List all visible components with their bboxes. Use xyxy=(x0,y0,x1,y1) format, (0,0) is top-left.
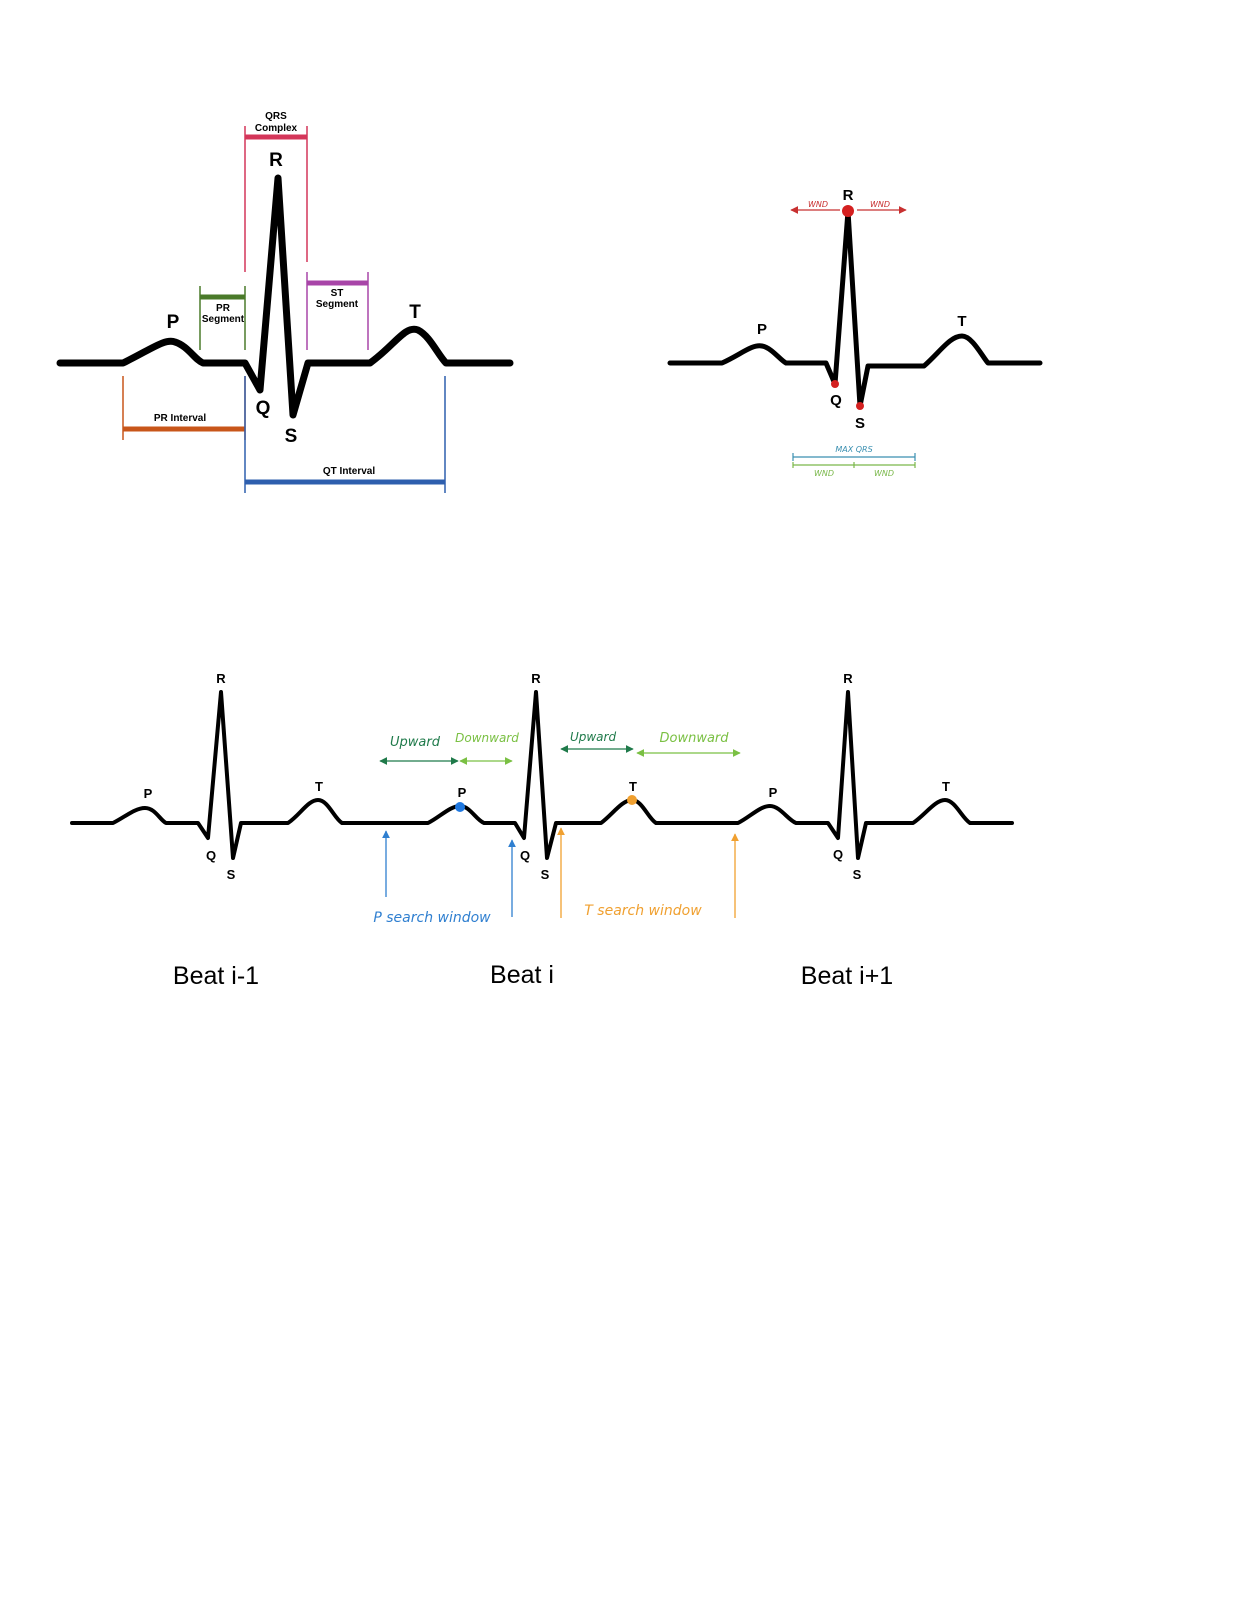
wnd-bottom-bracket xyxy=(792,462,916,468)
pr-segment-label-line1: PR xyxy=(216,303,231,314)
qrs-complex-marker xyxy=(244,126,308,272)
s-wave-label: S xyxy=(285,426,298,447)
r-label-2: R xyxy=(843,187,854,204)
t-search-window-label: T search window xyxy=(584,903,702,919)
beat1-q-label: Q xyxy=(206,848,216,863)
p-search-window-label: P search window xyxy=(373,910,491,926)
p-wave-label: P xyxy=(167,312,180,333)
s-label-2: S xyxy=(855,415,865,432)
beat1-t-label: T xyxy=(315,779,323,794)
s-point xyxy=(856,402,864,410)
downward-label-2: Downward xyxy=(659,731,729,746)
beat-caption-current: Beat i xyxy=(490,961,554,989)
wnd-bottom-left-label: WND xyxy=(814,469,834,478)
beat3-p-label: P xyxy=(769,785,778,800)
pr-interval-label: PR Interval xyxy=(154,413,206,424)
ecg-waveform xyxy=(56,174,514,419)
qrs-complex-label-line1: QRS xyxy=(265,111,287,122)
t-detected-point xyxy=(627,795,637,805)
beat1-p-label: P xyxy=(144,786,153,801)
beat1-r-label: R xyxy=(216,671,226,686)
r-wave-label: R xyxy=(269,150,283,171)
beat1-s-label: S xyxy=(227,867,236,882)
ecg-anatomy-diagram: QRS Complex R PR Segment ST Segment P T … xyxy=(56,111,514,493)
t-wave-label: T xyxy=(409,302,421,323)
ecg-waveform-3 xyxy=(70,690,1014,860)
q-wave-label: Q xyxy=(256,398,271,419)
beat2-r-label: R xyxy=(531,671,541,686)
st-segment-marker xyxy=(306,272,369,350)
p-label-2: P xyxy=(757,321,767,338)
beat-caption-next: Beat i+1 xyxy=(801,962,893,990)
beat-caption-prev: Beat i-1 xyxy=(173,962,259,990)
ecg-waveform-2 xyxy=(667,208,1043,409)
pr-interval-marker xyxy=(122,376,246,440)
max-qrs-bracket xyxy=(792,453,916,461)
upward-label-1: Upward xyxy=(390,735,441,750)
qt-interval-marker xyxy=(244,376,446,493)
upward-label-2: Upward xyxy=(570,730,617,744)
max-qrs-label: MAX QRS xyxy=(835,445,872,454)
pr-segment-marker xyxy=(199,286,246,350)
search-window-diagram: R P T Q S R P T Q S R P T Q S Upward Dow… xyxy=(70,671,1014,990)
downward-label-1: Downward xyxy=(455,731,519,745)
t-label-2: T xyxy=(957,313,966,330)
qrs-complex-label-line2: Complex xyxy=(255,123,298,134)
beat3-q-label: Q xyxy=(833,847,843,862)
st-segment-label-line1: ST xyxy=(331,288,344,299)
wnd-bottom-right-label: WND xyxy=(874,469,894,478)
beat2-q-label: Q xyxy=(520,848,530,863)
r-peak-point xyxy=(842,205,854,217)
st-segment-label-line2: Segment xyxy=(316,299,359,310)
beat3-t-label: T xyxy=(942,779,950,794)
beat3-s-label: S xyxy=(853,867,862,882)
beat2-t-label: T xyxy=(629,779,637,794)
pr-segment-label-line2: Segment xyxy=(202,314,245,325)
qrs-detection-diagram: WND WND R P T Q S MAX QRS WND WND xyxy=(667,187,1043,478)
q-label-2: Q xyxy=(830,392,842,409)
beat2-s-label: S xyxy=(541,867,550,882)
p-detected-point xyxy=(455,802,465,812)
qt-interval-label: QT Interval xyxy=(323,466,375,477)
q-point xyxy=(831,380,839,388)
beat2-p-label: P xyxy=(458,785,467,800)
wnd-right-label: WND xyxy=(870,200,890,209)
wnd-left-label: WND xyxy=(808,200,828,209)
beat3-r-label: R xyxy=(843,671,853,686)
